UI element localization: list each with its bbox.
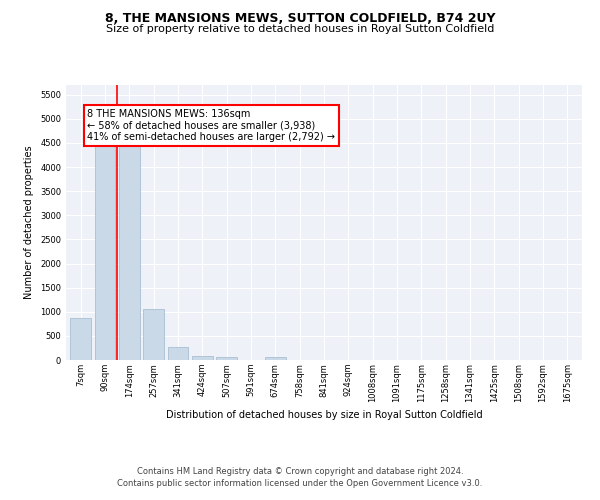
Bar	[216, 356, 237, 360]
Text: 8 THE MANSIONS MEWS: 136sqm
← 58% of detached houses are smaller (3,938)
41% of : 8 THE MANSIONS MEWS: 136sqm ← 58% of det…	[88, 109, 335, 142]
Text: Size of property relative to detached houses in Royal Sutton Coldfield: Size of property relative to detached ho…	[106, 24, 494, 34]
Bar	[265, 358, 286, 360]
Bar	[119, 143, 140, 360]
Bar	[192, 356, 212, 360]
Text: Contains public sector information licensed under the Open Government Licence v3: Contains public sector information licen…	[118, 478, 482, 488]
Bar	[143, 310, 164, 360]
Text: Contains HM Land Registry data © Crown copyright and database right 2024.: Contains HM Land Registry data © Crown c…	[137, 467, 463, 476]
Bar	[70, 318, 91, 360]
Y-axis label: Number of detached properties: Number of detached properties	[25, 146, 34, 300]
Bar	[95, 143, 115, 360]
Bar	[167, 347, 188, 360]
Text: 8, THE MANSIONS MEWS, SUTTON COLDFIELD, B74 2UY: 8, THE MANSIONS MEWS, SUTTON COLDFIELD, …	[105, 12, 495, 26]
X-axis label: Distribution of detached houses by size in Royal Sutton Coldfield: Distribution of detached houses by size …	[166, 410, 482, 420]
